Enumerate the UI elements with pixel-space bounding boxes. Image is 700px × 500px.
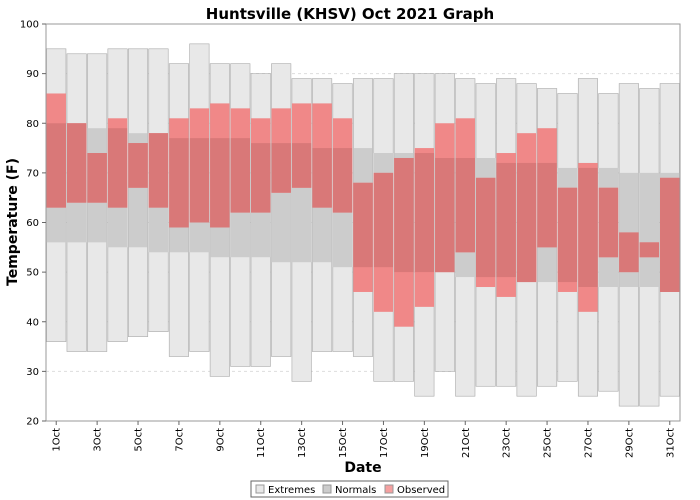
y-tick-label: 40	[26, 317, 39, 328]
observed-normals-overlap	[557, 187, 578, 283]
observed-normals-overlap	[332, 148, 353, 213]
legend-swatch-observed	[384, 484, 394, 494]
x-tick-label: 21Oct	[461, 428, 472, 458]
legend-label-extremes: Extremes	[268, 485, 315, 496]
x-axis-label: Date	[344, 460, 381, 476]
observed-normals-overlap	[169, 138, 189, 228]
x-tick-label: 13Oct	[297, 428, 308, 458]
observed-normals-overlap	[516, 162, 537, 283]
x-tick-label: 19Oct	[420, 428, 431, 458]
y-tick-label: 100	[20, 20, 39, 31]
legend-label-observed: Observed	[397, 485, 445, 496]
x-tick-label: 7Oct	[174, 428, 185, 452]
y-tick-label: 80	[26, 119, 39, 130]
observed-normals-overlap	[578, 167, 598, 288]
observed-normals-overlap	[107, 128, 128, 208]
y-tick-label: 90	[26, 69, 39, 80]
observed-normals-overlap	[189, 138, 210, 223]
observed-normals-overlap	[435, 157, 455, 273]
observed-normals-overlap	[353, 182, 373, 268]
x-tick-label: 5Oct	[134, 428, 145, 452]
observed-normals-overlap	[537, 162, 557, 248]
y-tick-label: 20	[26, 417, 39, 428]
y-tick-label: 30	[26, 367, 39, 378]
y-tick-label: 50	[26, 268, 39, 279]
observed-normals-overlap	[312, 148, 332, 208]
observed-normals-overlap	[598, 187, 619, 258]
observed-normals-overlap	[660, 177, 680, 292]
observed-normals-overlap	[291, 143, 312, 188]
x-tick-label: 29Oct	[624, 428, 635, 458]
normals-bar	[639, 172, 660, 288]
y-axis-label: Temperature (F)	[5, 158, 21, 286]
observed-normals-overlap	[66, 123, 87, 203]
x-tick-label: 27Oct	[583, 428, 594, 458]
y-tick-label: 70	[26, 168, 39, 179]
legend-box	[250, 480, 449, 498]
observed-normals-overlap	[619, 232, 639, 273]
x-tick-label: 11Oct	[256, 428, 267, 458]
observed-normals-overlap	[475, 177, 496, 278]
legend: Extremes Normals Observed	[250, 480, 449, 498]
y-tick-label: 60	[26, 218, 39, 229]
observed-normals-overlap	[251, 143, 271, 213]
x-tick-label: 9Oct	[215, 428, 226, 452]
x-tick-label: 31Oct	[665, 428, 676, 458]
x-tick-label: 3Oct	[93, 428, 104, 452]
observed-normals-overlap	[639, 242, 660, 258]
observed-normals-overlap	[394, 157, 414, 273]
x-tick-label: 15Oct	[338, 428, 349, 458]
observed-normals-overlap	[455, 157, 475, 253]
observed-normals-overlap	[128, 143, 148, 188]
chart-title: Huntsville (KHSV) Oct 2021 Graph	[206, 5, 494, 23]
observed-normals-overlap	[414, 153, 435, 273]
observed-normals-overlap	[46, 123, 66, 208]
x-tick-label: 25Oct	[543, 428, 554, 458]
observed-normals-overlap	[230, 138, 251, 213]
legend-swatch-extremes	[255, 484, 265, 494]
observed-normals-overlap	[271, 143, 291, 193]
x-axis-ticks: 1Oct 3Oct 5Oct 7Oct 9Oct 11Oct 13Oct 15Oct 17Oct…	[52, 421, 676, 458]
legend-swatch-normals	[322, 484, 332, 494]
observed-normals-overlap	[496, 162, 516, 278]
observed-normals-overlap	[87, 153, 107, 203]
observed-normals-overlap	[373, 172, 394, 268]
bars-layer	[46, 43, 680, 407]
observed-normals-overlap	[148, 133, 169, 208]
x-tick-label: 23Oct	[502, 428, 513, 458]
x-tick-label: 1Oct	[52, 428, 63, 452]
legend-label-normals: Normals	[335, 485, 376, 496]
observed-normals-overlap	[210, 138, 230, 228]
y-axis-ticks: 20 30 40 50 60 70 80 90 100	[20, 20, 46, 428]
x-tick-label: 17Oct	[379, 428, 390, 458]
